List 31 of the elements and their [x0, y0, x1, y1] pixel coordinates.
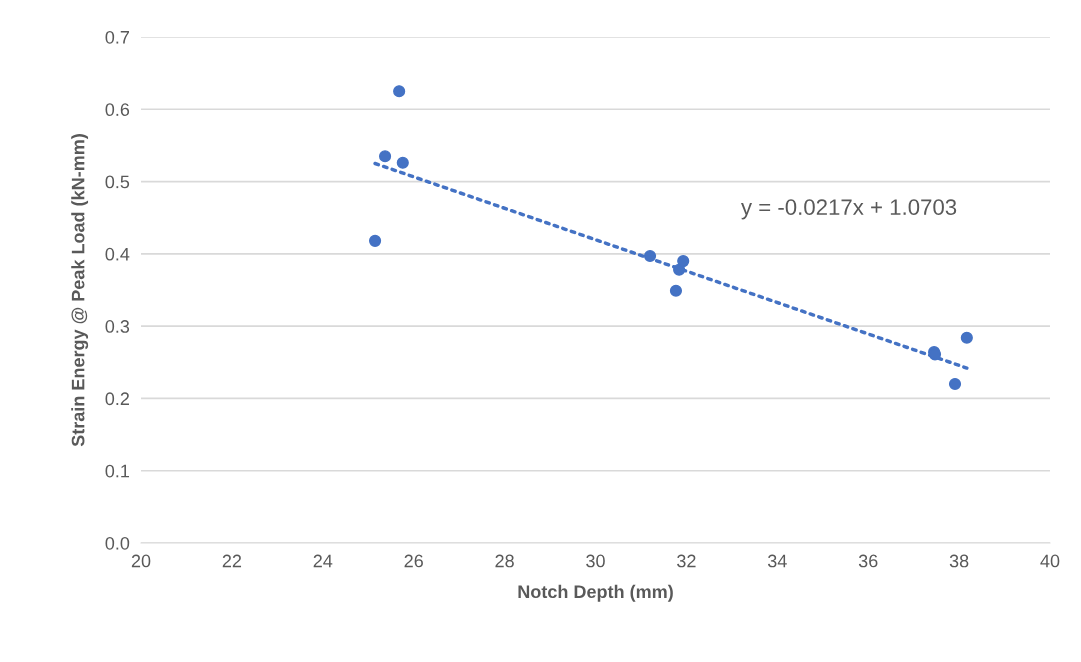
x-tick-label: 22: [222, 554, 242, 568]
x-tick-label: 20: [131, 554, 151, 568]
x-axis-title: Notch Depth (mm): [518, 584, 673, 602]
point: [643, 249, 657, 263]
x-tick-label: 28: [495, 554, 514, 568]
y-axis-title: Strain Energy @ Peak Load (kN-mm): [71, 134, 89, 447]
point: [393, 85, 406, 98]
point: [948, 377, 962, 391]
x-tick-label: 38: [949, 554, 969, 568]
x-tick-label: 34: [767, 554, 787, 568]
point: [677, 255, 690, 268]
x-tick-label: 30: [586, 554, 605, 568]
y-tick-label: 0.3: [105, 320, 130, 333]
y-tick-label: 0.5: [105, 175, 130, 189]
point: [669, 284, 683, 297]
point: [368, 234, 382, 247]
x-tick-label: 24: [313, 554, 333, 568]
y-tick-label: 0.6: [105, 103, 130, 117]
annotation: y = -0.0217x + 1.0703: [741, 199, 957, 220]
y-tick-label: 0.7: [105, 30, 129, 44]
x-tick-label: 26: [404, 554, 423, 568]
x-tick-label: 36: [858, 554, 878, 568]
point: [378, 150, 392, 163]
point: [396, 156, 409, 169]
y-tick-label: 0.2: [105, 392, 129, 406]
y-tick-label: 0.0: [105, 536, 130, 550]
x-tick-label: 40: [1040, 554, 1060, 568]
y-tick-label: 0.1: [105, 464, 130, 478]
y-tick-label: 0.4: [105, 247, 130, 261]
point: [960, 331, 973, 344]
x-tick-label: 32: [677, 554, 696, 568]
